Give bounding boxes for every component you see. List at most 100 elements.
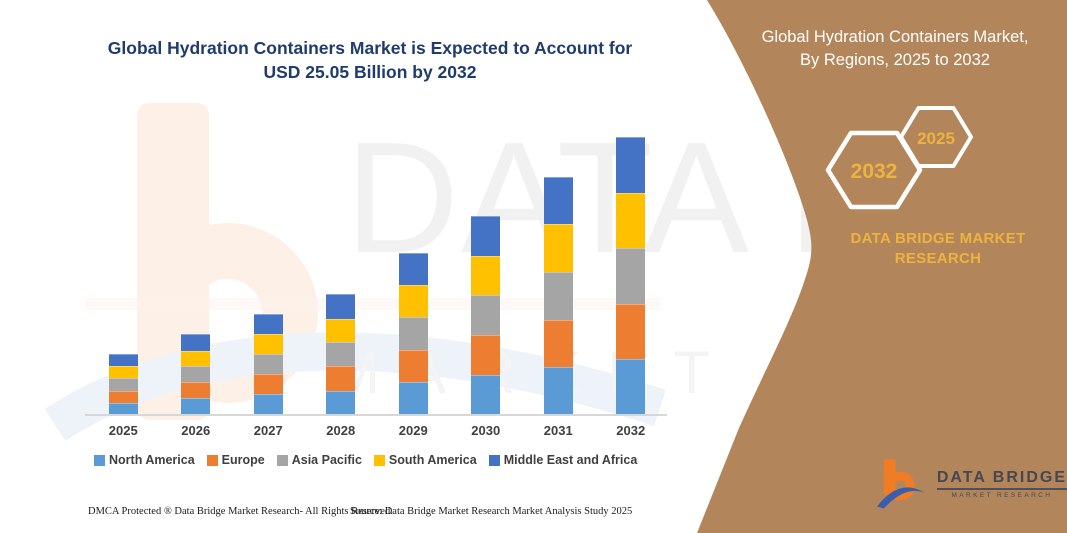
bar-column-2026 bbox=[160, 120, 233, 415]
bar-segment-europe bbox=[616, 303, 646, 359]
stacked-bar-2030 bbox=[471, 216, 501, 415]
bar-segment-south-america bbox=[326, 318, 356, 342]
hexagon-2025-label: 2025 bbox=[917, 129, 955, 148]
x-axis-label-2025: 2025 bbox=[108, 423, 138, 438]
bar-segment-south-america bbox=[471, 256, 501, 295]
footer-source: Source: Data Bridge Market Research Mark… bbox=[350, 506, 633, 517]
x-axis-label-2030: 2030 bbox=[471, 423, 501, 438]
sidebar-brand-line1: DATA BRIDGE MARKET bbox=[850, 230, 1026, 247]
bar-segment-south-america bbox=[398, 285, 428, 318]
bar-segment-europe bbox=[471, 335, 501, 375]
sidebar-brand: DATA BRIDGE MARKET RESEARCH bbox=[838, 229, 1038, 269]
bar-column-2031 bbox=[522, 120, 595, 415]
company-logo-name: DATA BRIDGE bbox=[936, 469, 1067, 490]
bar-segment-north-america bbox=[181, 398, 211, 415]
chart-legend: North America Europe Asia Pacific South Ame… bbox=[94, 453, 637, 467]
bar-segment-middle-east-and-africa bbox=[543, 176, 573, 225]
bar-segment-asia-pacific bbox=[326, 341, 356, 367]
legend-swatch bbox=[206, 454, 218, 466]
bar-segment-south-america bbox=[253, 333, 283, 354]
bar-segment-europe bbox=[108, 390, 138, 403]
legend-label: Middle East and Africa bbox=[503, 453, 638, 467]
bar-segment-south-america bbox=[543, 224, 573, 272]
bar-segment-middle-east-and-africa bbox=[108, 354, 138, 367]
bar-segment-europe bbox=[543, 319, 573, 368]
legend-swatch bbox=[94, 454, 105, 466]
bar-segment-north-america bbox=[108, 402, 138, 415]
chart-title-line2: USD 25.05 Billion by 2032 bbox=[263, 62, 477, 82]
bar-segment-middle-east-and-africa bbox=[326, 294, 356, 319]
bar-segment-asia-pacific bbox=[616, 248, 646, 304]
legend-swatch bbox=[276, 454, 288, 466]
x-axis-label-2032: 2032 bbox=[616, 423, 646, 438]
legend-swatch bbox=[373, 454, 385, 466]
bar-segment-north-america bbox=[398, 381, 428, 415]
bar-column-2025 bbox=[87, 120, 160, 415]
x-axis-label-2028: 2028 bbox=[326, 423, 356, 438]
hexagon-badges: 2032 2025 bbox=[825, 106, 973, 210]
bar-segment-north-america bbox=[253, 393, 283, 415]
x-axis-label-2026: 2026 bbox=[181, 423, 211, 438]
x-axis-line bbox=[85, 414, 667, 416]
legend-label: South America bbox=[388, 453, 477, 467]
legend-label: North America bbox=[109, 453, 195, 467]
stacked-bar-2026 bbox=[181, 334, 211, 415]
x-axis-labels: 2025 2026 2027 2028 2029 2030 2031 2032 bbox=[87, 423, 667, 438]
x-axis-label-2029: 2029 bbox=[398, 423, 428, 438]
stacked-bar-2031 bbox=[543, 176, 573, 415]
stacked-bar-2025 bbox=[108, 354, 138, 415]
legend-item-asia-pacific: Asia Pacific bbox=[276, 453, 362, 467]
bar-segment-europe bbox=[253, 373, 283, 394]
bar-segment-south-america bbox=[108, 366, 138, 379]
bar-segment-middle-east-and-africa bbox=[398, 252, 428, 286]
legend-label: Asia Pacific bbox=[291, 453, 362, 467]
bar-column-2028 bbox=[305, 120, 378, 415]
legend-item-north-america: North America bbox=[94, 453, 195, 467]
bar-segment-asia-pacific bbox=[181, 366, 211, 382]
chart-title-line1: Global Hydration Containers Market is Ex… bbox=[107, 38, 633, 58]
hexagon-2032-label: 2032 bbox=[851, 160, 898, 183]
bar-segment-asia-pacific bbox=[253, 353, 283, 374]
sidebar-heading: Global Hydration Containers Market, By R… bbox=[761, 28, 1029, 69]
bar-segment-europe bbox=[398, 349, 428, 382]
company-logo-tagline: MARKET RESEARCH bbox=[951, 492, 1053, 499]
bar-segment-north-america bbox=[543, 367, 573, 415]
bar-segment-middle-east-and-africa bbox=[616, 137, 646, 193]
legend-label: Europe bbox=[221, 453, 265, 467]
bar-column-2032 bbox=[595, 120, 668, 415]
chart-title: Global Hydration Containers Market is Ex… bbox=[90, 36, 650, 84]
bar-segment-asia-pacific bbox=[108, 378, 138, 391]
legend-item-middle-east-and-africa: Middle East and Africa bbox=[488, 453, 638, 467]
footer-copyright: DMCA Protected ® Data Bridge Market Rese… bbox=[88, 506, 393, 517]
bar-segment-middle-east-and-africa bbox=[181, 334, 211, 351]
x-axis-label-2027: 2027 bbox=[253, 423, 283, 438]
bar-segment-europe bbox=[326, 366, 356, 391]
stacked-bar-2027 bbox=[253, 313, 283, 415]
stacked-bar-2029 bbox=[398, 252, 428, 415]
watermark-band bbox=[85, 298, 660, 310]
bar-column-2027 bbox=[232, 120, 305, 415]
bar-segment-south-america bbox=[181, 350, 211, 367]
bar-segment-north-america bbox=[616, 359, 646, 415]
company-logo-icon bbox=[876, 459, 925, 509]
bar-column-2029 bbox=[377, 120, 450, 415]
legend-item-europe: Europe bbox=[206, 453, 265, 467]
bar-column-2030 bbox=[450, 120, 523, 415]
legend-swatch bbox=[488, 454, 500, 466]
stacked-bar-2032 bbox=[616, 137, 646, 415]
bar-segment-south-america bbox=[616, 192, 646, 248]
bar-segment-north-america bbox=[471, 375, 501, 415]
bar-segment-asia-pacific bbox=[471, 295, 501, 335]
x-axis-label-2031: 2031 bbox=[543, 423, 573, 438]
bar-segment-asia-pacific bbox=[543, 271, 573, 320]
bar-segment-middle-east-and-africa bbox=[253, 313, 283, 334]
company-logo: DATA BRIDGE MARKET RESEARCH bbox=[872, 455, 1067, 513]
company-logo-words: DATA BRIDGE MARKET RESEARCH bbox=[936, 469, 1067, 499]
bar-segment-north-america bbox=[326, 390, 356, 415]
sidebar-brand-line2: RESEARCH bbox=[894, 250, 982, 267]
bar-segment-middle-east-and-africa bbox=[471, 216, 501, 257]
bar-segment-asia-pacific bbox=[398, 317, 428, 350]
legend-item-south-america: South America bbox=[373, 453, 477, 467]
bar-segment-europe bbox=[181, 381, 211, 399]
